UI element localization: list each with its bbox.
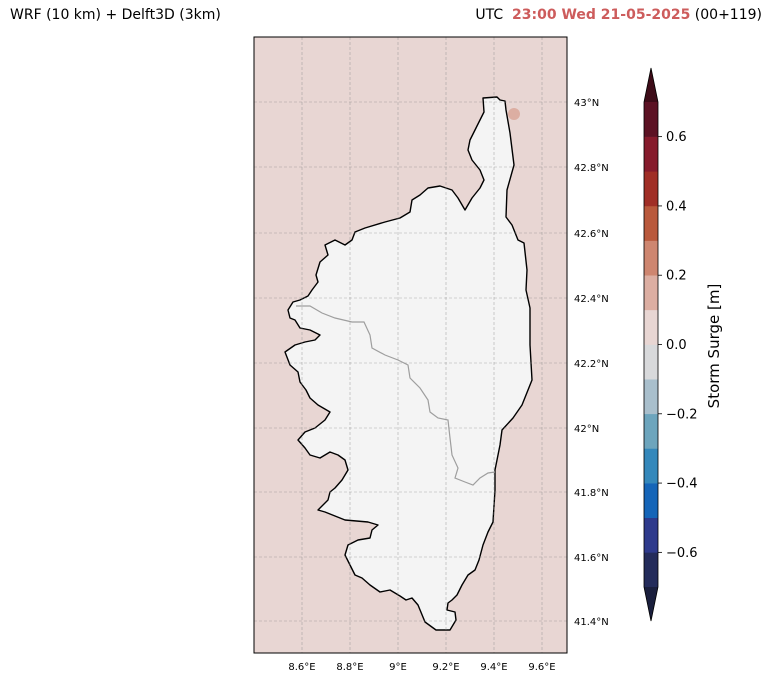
- colorbar-label: Storm Surge [m]: [705, 284, 723, 409]
- colorbar-segment: [644, 240, 658, 276]
- colorbar-tick-label: 0.6: [666, 130, 687, 145]
- latitude-label: 42.4°N: [574, 294, 609, 305]
- colorbar-extend-low: [644, 587, 658, 621]
- latitude-label: 42.6°N: [574, 229, 609, 240]
- colorbar-segment: [644, 483, 658, 519]
- colorbar-segment: [644, 413, 658, 449]
- longitude-label: 8.6°E: [288, 662, 315, 673]
- latitude-label: 42.8°N: [574, 163, 609, 174]
- colorbar-segment: [644, 379, 658, 415]
- colorbar-segment: [644, 171, 658, 207]
- colorbar: 0.6 0.4 0.2 0.0 −0.2 −0.4 −0.6: [643, 67, 698, 622]
- longitude-label: 9.6°E: [528, 662, 555, 673]
- gridlines: [254, 37, 567, 653]
- colorbar-segment: [644, 205, 658, 241]
- latitude-label: 42.2°N: [574, 359, 609, 370]
- colorbar-segment: [644, 309, 658, 345]
- forecast-time: 23:00 Wed 21-05-2025: [512, 7, 691, 23]
- colorbar-segment: [644, 136, 658, 172]
- right-title: UTC 23:00 Wed 21-05-2025 (00+119): [475, 7, 762, 23]
- longitude-label: 9.2°E: [432, 662, 459, 673]
- latitude-labels: 43°N 42.8°N 42.6°N 42.4°N 42.2°N 42°N 41.8°N 41…: [574, 98, 609, 628]
- corsica-landmass: [284, 96, 533, 631]
- colorbar-tick-label: 0.0: [666, 338, 687, 353]
- latitude-label: 41.4°N: [574, 617, 609, 628]
- surge-hotspot: [508, 108, 520, 120]
- map-frame: [253, 36, 568, 654]
- longitude-label: 9°E: [389, 662, 407, 673]
- colorbar-segment: [644, 517, 658, 553]
- forecast-step: (00+119): [694, 7, 762, 23]
- colorbar-outline: [643, 67, 659, 622]
- colorbar-tick-label: 0.4: [666, 199, 687, 214]
- latitude-label: 41.8°N: [574, 488, 609, 499]
- longitude-labels: 8.6°E 8.8°E 9°E 9.2°E 9.4°E 9.6°E: [288, 662, 555, 673]
- longitude-label: 8.8°E: [336, 662, 363, 673]
- latitude-label: 42°N: [574, 424, 599, 435]
- colorbar-segment: [644, 552, 658, 588]
- colorbar-segment: [644, 448, 658, 484]
- map-panel: 8.6°E 8.8°E 9°E 9.2°E 9.4°E 9.6°E 43°N42.8°N4…: [253, 36, 609, 673]
- colorbar-tick-label: −0.4: [666, 477, 698, 492]
- colorbar-tick-label: 0.2: [666, 269, 687, 284]
- left-title: WRF (10 km) + Delft3D (3km): [10, 7, 221, 23]
- colorbar-tick-label: −0.6: [666, 546, 698, 561]
- department-border: [296, 305, 496, 486]
- latitude-label: 43°N: [574, 98, 599, 109]
- latitude-label: 41.6°N: [574, 553, 609, 564]
- colorbar-segment: [644, 275, 658, 311]
- colorbar-extend-high: [644, 68, 658, 102]
- colorbar-segment: [644, 102, 658, 137]
- colorbar-tick-label: −0.2: [666, 407, 698, 422]
- utc-label: UTC: [475, 7, 504, 23]
- longitude-label: 9.4°E: [480, 662, 507, 673]
- colorbar-segment: [644, 344, 658, 380]
